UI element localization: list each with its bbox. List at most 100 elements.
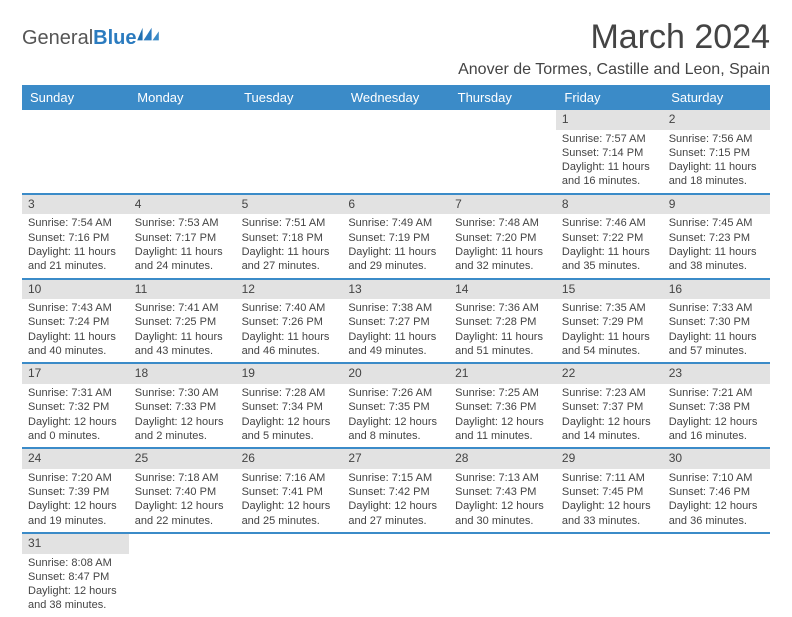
- day-body: Sunrise: 7:56 AMSunset: 7:15 PMDaylight:…: [663, 130, 770, 193]
- daylight-line: Daylight: 12 hours and 8 minutes.: [348, 415, 443, 444]
- sunrise-line: Sunrise: 7:56 AM: [669, 132, 764, 146]
- sunrise-line: Sunrise: 7:53 AM: [135, 216, 230, 230]
- calendar-day-cell: 20Sunrise: 7:26 AMSunset: 7:35 PMDayligh…: [342, 363, 449, 448]
- day-number: 19: [236, 364, 343, 384]
- daylight-line: Daylight: 12 hours and 2 minutes.: [135, 415, 230, 444]
- calendar-header-row: SundayMondayTuesdayWednesdayThursdayFrid…: [22, 85, 770, 110]
- sunrise-line: Sunrise: 7:35 AM: [562, 301, 657, 315]
- calendar-day-cell: 3Sunrise: 7:54 AMSunset: 7:16 PMDaylight…: [22, 194, 129, 279]
- daylight-line: Daylight: 11 hours and 38 minutes.: [669, 245, 764, 274]
- sunrise-line: Sunrise: 7:16 AM: [242, 471, 337, 485]
- sunset-line: Sunset: 7:20 PM: [455, 231, 550, 245]
- daylight-line: Daylight: 12 hours and 27 minutes.: [348, 499, 443, 528]
- day-number: 29: [556, 449, 663, 469]
- sunset-line: Sunset: 7:43 PM: [455, 485, 550, 499]
- calendar-day-cell: 13Sunrise: 7:38 AMSunset: 7:27 PMDayligh…: [342, 279, 449, 364]
- day-number: 17: [22, 364, 129, 384]
- calendar-day-cell: 26Sunrise: 7:16 AMSunset: 7:41 PMDayligh…: [236, 448, 343, 533]
- day-body: Sunrise: 7:15 AMSunset: 7:42 PMDaylight:…: [342, 469, 449, 532]
- day-body: Sunrise: 7:21 AMSunset: 7:38 PMDaylight:…: [663, 384, 770, 447]
- daylight-line: Daylight: 11 hours and 54 minutes.: [562, 330, 657, 359]
- sunset-line: Sunset: 7:34 PM: [242, 400, 337, 414]
- sunrise-line: Sunrise: 7:41 AM: [135, 301, 230, 315]
- calendar-day-cell: 1Sunrise: 7:57 AMSunset: 7:14 PMDaylight…: [556, 110, 663, 194]
- day-body: Sunrise: 7:11 AMSunset: 7:45 PMDaylight:…: [556, 469, 663, 532]
- calendar-empty-cell: [342, 533, 449, 617]
- calendar-header-cell: Monday: [129, 85, 236, 110]
- calendar-day-cell: 5Sunrise: 7:51 AMSunset: 7:18 PMDaylight…: [236, 194, 343, 279]
- sunrise-line: Sunrise: 7:15 AM: [348, 471, 443, 485]
- sunset-line: Sunset: 7:46 PM: [669, 485, 764, 499]
- calendar-day-cell: 25Sunrise: 7:18 AMSunset: 7:40 PMDayligh…: [129, 448, 236, 533]
- sunset-line: Sunset: 7:25 PM: [135, 315, 230, 329]
- day-number: 30: [663, 449, 770, 469]
- calendar-day-cell: 10Sunrise: 7:43 AMSunset: 7:24 PMDayligh…: [22, 279, 129, 364]
- sunrise-line: Sunrise: 7:51 AM: [242, 216, 337, 230]
- sunset-line: Sunset: 7:15 PM: [669, 146, 764, 160]
- sunset-line: Sunset: 7:24 PM: [28, 315, 123, 329]
- day-body: Sunrise: 7:54 AMSunset: 7:16 PMDaylight:…: [22, 214, 129, 277]
- daylight-line: Daylight: 12 hours and 14 minutes.: [562, 415, 657, 444]
- calendar-empty-cell: [342, 110, 449, 194]
- daylight-line: Daylight: 12 hours and 33 minutes.: [562, 499, 657, 528]
- sunrise-line: Sunrise: 7:48 AM: [455, 216, 550, 230]
- flag-icon: [137, 26, 159, 44]
- sunset-line: Sunset: 7:16 PM: [28, 231, 123, 245]
- calendar-header-cell: Thursday: [449, 85, 556, 110]
- sunset-line: Sunset: 7:22 PM: [562, 231, 657, 245]
- calendar-header-cell: Friday: [556, 85, 663, 110]
- daylight-line: Daylight: 12 hours and 36 minutes.: [669, 499, 764, 528]
- day-number: 24: [22, 449, 129, 469]
- daylight-line: Daylight: 12 hours and 38 minutes.: [28, 584, 123, 613]
- day-body: Sunrise: 7:40 AMSunset: 7:26 PMDaylight:…: [236, 299, 343, 362]
- calendar-empty-cell: [22, 110, 129, 194]
- day-number: 12: [236, 280, 343, 300]
- sunset-line: Sunset: 7:32 PM: [28, 400, 123, 414]
- sunset-line: Sunset: 7:26 PM: [242, 315, 337, 329]
- daylight-line: Daylight: 12 hours and 25 minutes.: [242, 499, 337, 528]
- calendar-table: SundayMondayTuesdayWednesdayThursdayFrid…: [22, 85, 770, 617]
- day-number: 11: [129, 280, 236, 300]
- logo-text-1: General: [22, 27, 93, 49]
- calendar-week-row: 3Sunrise: 7:54 AMSunset: 7:16 PMDaylight…: [22, 194, 770, 279]
- location: Anover de Tormes, Castille and Leon, Spa…: [458, 61, 770, 79]
- sunset-line: Sunset: 7:18 PM: [242, 231, 337, 245]
- day-body: Sunrise: 7:13 AMSunset: 7:43 PMDaylight:…: [449, 469, 556, 532]
- daylight-line: Daylight: 12 hours and 16 minutes.: [669, 415, 764, 444]
- calendar-day-cell: 22Sunrise: 7:23 AMSunset: 7:37 PMDayligh…: [556, 363, 663, 448]
- day-number: 5: [236, 195, 343, 215]
- sunrise-line: Sunrise: 7:23 AM: [562, 386, 657, 400]
- day-body: Sunrise: 7:31 AMSunset: 7:32 PMDaylight:…: [22, 384, 129, 447]
- day-body: Sunrise: 7:23 AMSunset: 7:37 PMDaylight:…: [556, 384, 663, 447]
- calendar-week-row: 1Sunrise: 7:57 AMSunset: 7:14 PMDaylight…: [22, 110, 770, 194]
- sunrise-line: Sunrise: 7:13 AM: [455, 471, 550, 485]
- day-number: 14: [449, 280, 556, 300]
- calendar-day-cell: 29Sunrise: 7:11 AMSunset: 7:45 PMDayligh…: [556, 448, 663, 533]
- day-number: 21: [449, 364, 556, 384]
- day-body: Sunrise: 7:30 AMSunset: 7:33 PMDaylight:…: [129, 384, 236, 447]
- sunset-line: Sunset: 7:27 PM: [348, 315, 443, 329]
- sunrise-line: Sunrise: 7:57 AM: [562, 132, 657, 146]
- calendar-empty-cell: [236, 533, 343, 617]
- daylight-line: Daylight: 11 hours and 46 minutes.: [242, 330, 337, 359]
- day-body: Sunrise: 7:46 AMSunset: 7:22 PMDaylight:…: [556, 214, 663, 277]
- sunrise-line: Sunrise: 7:49 AM: [348, 216, 443, 230]
- daylight-line: Daylight: 12 hours and 30 minutes.: [455, 499, 550, 528]
- daylight-line: Daylight: 12 hours and 11 minutes.: [455, 415, 550, 444]
- day-number: 9: [663, 195, 770, 215]
- day-number: 27: [342, 449, 449, 469]
- day-body: Sunrise: 7:36 AMSunset: 7:28 PMDaylight:…: [449, 299, 556, 362]
- day-body: Sunrise: 7:25 AMSunset: 7:36 PMDaylight:…: [449, 384, 556, 447]
- daylight-line: Daylight: 12 hours and 5 minutes.: [242, 415, 337, 444]
- daylight-line: Daylight: 11 hours and 32 minutes.: [455, 245, 550, 274]
- sunset-line: Sunset: 7:40 PM: [135, 485, 230, 499]
- day-body: Sunrise: 7:20 AMSunset: 7:39 PMDaylight:…: [22, 469, 129, 532]
- sunrise-line: Sunrise: 7:30 AM: [135, 386, 230, 400]
- sunset-line: Sunset: 7:30 PM: [669, 315, 764, 329]
- daylight-line: Daylight: 12 hours and 19 minutes.: [28, 499, 123, 528]
- calendar-day-cell: 16Sunrise: 7:33 AMSunset: 7:30 PMDayligh…: [663, 279, 770, 364]
- calendar-day-cell: 11Sunrise: 7:41 AMSunset: 7:25 PMDayligh…: [129, 279, 236, 364]
- header: GeneralBlue March 2024 Anover de Tormes,…: [22, 18, 770, 79]
- daylight-line: Daylight: 11 hours and 57 minutes.: [669, 330, 764, 359]
- daylight-line: Daylight: 11 hours and 49 minutes.: [348, 330, 443, 359]
